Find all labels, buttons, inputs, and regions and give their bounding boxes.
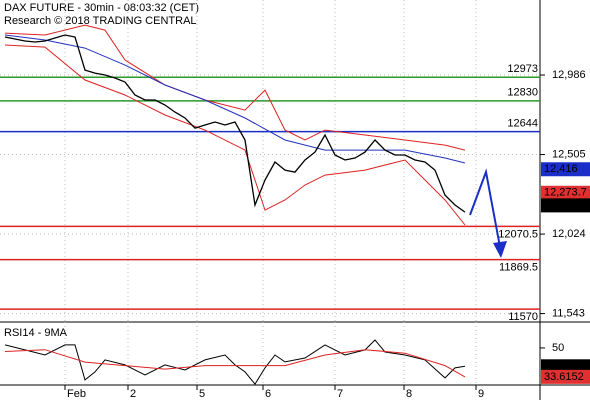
rsi-line bbox=[4, 349, 466, 378]
rsi-marker bbox=[541, 369, 590, 384]
x-tick-label: 6 bbox=[265, 388, 271, 400]
x-tick-label: 8 bbox=[406, 388, 412, 400]
arrow-line bbox=[469, 168, 501, 248]
x-tick-label: 5 bbox=[199, 388, 205, 400]
y-tick-label: 11,543 bbox=[552, 307, 585, 319]
level-label: 12973 bbox=[507, 63, 538, 75]
rsi-marker-label: 33.6152 bbox=[544, 371, 584, 383]
level-label: 12070.5 bbox=[498, 228, 538, 240]
price-line bbox=[4, 34, 466, 213]
arrow-head bbox=[493, 241, 507, 258]
level-label: 12830 bbox=[507, 87, 538, 99]
y-tick-label: 50 bbox=[552, 342, 564, 354]
chart-subtitle: Research © 2018 TRADING CENTRAL bbox=[4, 15, 197, 27]
forecast-arrow bbox=[469, 168, 507, 258]
y-tick-label: 12,024 bbox=[552, 228, 586, 240]
level-label: 11869.5 bbox=[499, 262, 538, 274]
level-label: 11570 bbox=[508, 311, 538, 323]
x-tick-label: 7 bbox=[337, 388, 343, 400]
y-tick-label: 12,986 bbox=[552, 69, 586, 81]
price-marker-label: 12,273.7 bbox=[544, 187, 587, 199]
price-marker-label: 12,197.5 bbox=[544, 199, 587, 211]
rsi-line bbox=[4, 339, 466, 385]
rsi-marker-label: 39.5977 bbox=[544, 360, 584, 372]
moving-average bbox=[4, 34, 466, 164]
level-label: 12644 bbox=[507, 117, 538, 129]
rsi-marker bbox=[541, 359, 590, 374]
chart-title: DAX FUTURE - 30min - 08:03:32 (CET) bbox=[4, 2, 199, 14]
price-marker bbox=[541, 162, 590, 177]
y-tick-label: 12,505 bbox=[552, 148, 586, 160]
price-marker-label: 12,416 bbox=[544, 163, 578, 175]
rsi-title: RSI14 - 9MA bbox=[4, 327, 68, 339]
x-tick-label: 2 bbox=[130, 388, 136, 400]
x-tick-label: Feb bbox=[67, 388, 86, 400]
price-marker bbox=[541, 185, 590, 200]
price-marker bbox=[541, 198, 590, 213]
lower-band bbox=[4, 44, 466, 226]
upper-band bbox=[4, 24, 466, 151]
x-tick-label: 9 bbox=[478, 388, 484, 400]
